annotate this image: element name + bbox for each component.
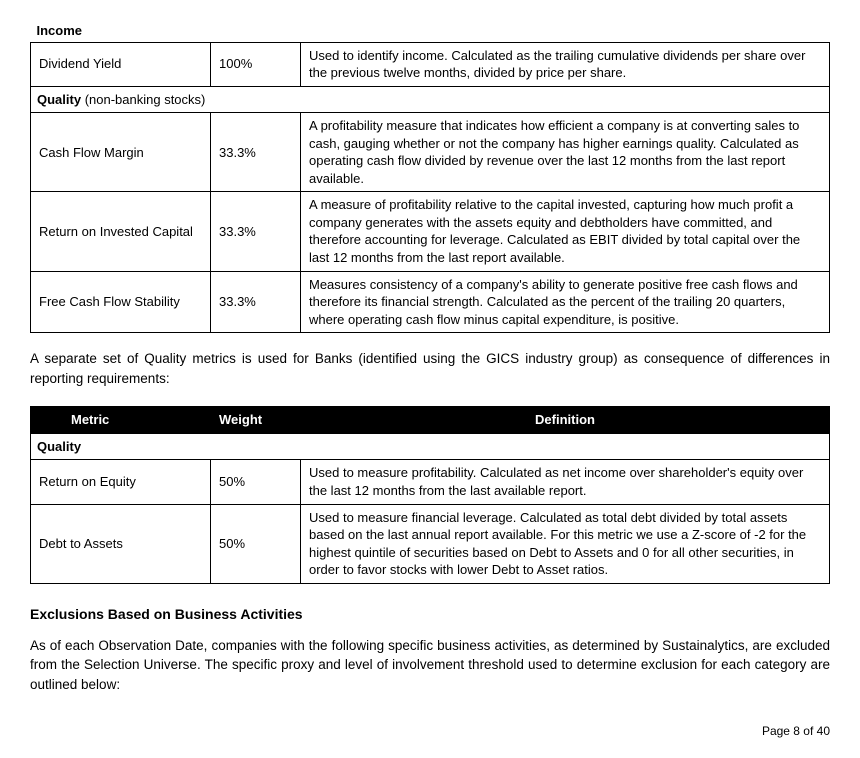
table-row: Return on Invested Capital 33.3% A measu… [31, 192, 830, 271]
definition-cell: Used to measure profitability. Calculate… [301, 460, 830, 504]
section-row-quality: Quality (non-banking stocks) [31, 86, 830, 113]
paragraph-exclusions: As of each Observation Date, companies w… [30, 636, 830, 695]
metric-cell: Free Cash Flow Stability [31, 271, 211, 333]
weight-cell: 33.3% [211, 271, 301, 333]
weight-cell: 50% [211, 460, 301, 504]
table-row: Cash Flow Margin 33.3% A profitability m… [31, 113, 830, 192]
quality-section-label: Quality [37, 92, 81, 107]
col-header-definition: Definition [301, 407, 830, 434]
definition-cell: Used to measure financial leverage. Calc… [301, 504, 830, 583]
definition-cell: Measures consistency of a company's abil… [301, 271, 830, 333]
definition-cell: A profitability measure that indicates h… [301, 113, 830, 192]
metric-cell: Return on Equity [31, 460, 211, 504]
weight-cell: 33.3% [211, 192, 301, 271]
quality-banks-section-label: Quality [37, 439, 81, 454]
table-row: Free Cash Flow Stability 33.3% Measures … [31, 271, 830, 333]
section-row-quality-banks: Quality [31, 433, 830, 460]
section-row-income: Income [31, 20, 830, 42]
metrics-table-2: Metric Weight Definition Quality Return … [30, 406, 830, 583]
table-header-row: Metric Weight Definition [31, 407, 830, 434]
table-row: Debt to Assets 50% Used to measure finan… [31, 504, 830, 583]
metric-cell: Debt to Assets [31, 504, 211, 583]
paragraph-banks-quality: A separate set of Quality metrics is use… [30, 349, 830, 388]
col-header-metric: Metric [31, 407, 211, 434]
col-header-weight: Weight [211, 407, 301, 434]
quality-section-sub: (non-banking stocks) [81, 92, 205, 107]
metric-cell: Dividend Yield [31, 42, 211, 86]
heading-exclusions: Exclusions Based on Business Activities [30, 606, 830, 622]
metric-cell: Cash Flow Margin [31, 113, 211, 192]
definition-cell: A measure of profitability relative to t… [301, 192, 830, 271]
weight-cell: 100% [211, 42, 301, 86]
definition-cell: Used to identify income. Calculated as t… [301, 42, 830, 86]
page-number: Page 8 of 40 [30, 724, 830, 738]
metrics-table-1: Income Dividend Yield 100% Used to ident… [30, 20, 830, 333]
income-section-label: Income [37, 23, 83, 38]
table-row: Dividend Yield 100% Used to identify inc… [31, 42, 830, 86]
metric-cell: Return on Invested Capital [31, 192, 211, 271]
table-row: Return on Equity 50% Used to measure pro… [31, 460, 830, 504]
weight-cell: 50% [211, 504, 301, 583]
weight-cell: 33.3% [211, 113, 301, 192]
